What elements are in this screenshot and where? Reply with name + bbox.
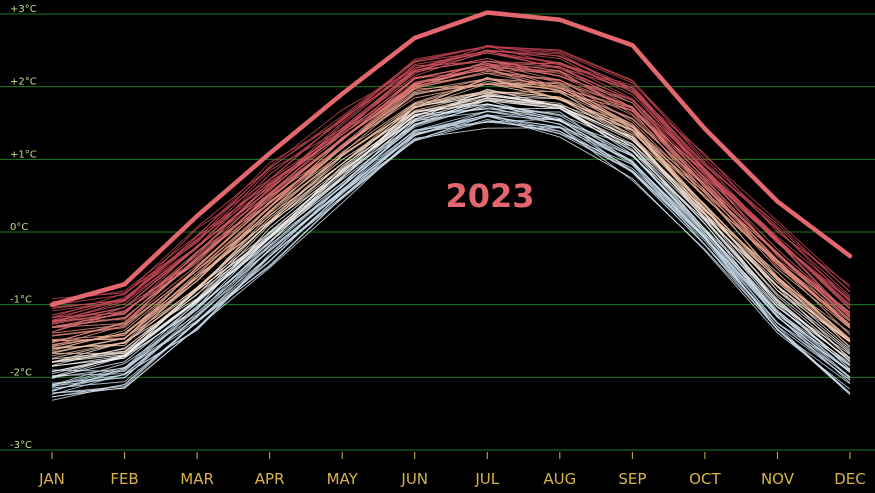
background-year-line (51, 99, 851, 378)
background-year-line (51, 77, 851, 342)
background-series-lines (51, 44, 851, 401)
y-tick-label: +1°C (10, 149, 37, 160)
background-year-line (51, 107, 851, 380)
x-tick-label: MAY (327, 470, 359, 488)
highlight-annotation: 2023 (445, 177, 534, 215)
background-year-line (51, 45, 851, 312)
x-tick-label: JUN (400, 470, 428, 488)
background-year-line (51, 67, 851, 333)
x-tick-label: JAN (38, 470, 65, 488)
background-year-line (51, 83, 851, 350)
x-tick-label: JUL (474, 470, 499, 488)
background-year-line (51, 45, 851, 308)
background-year-line (51, 72, 851, 337)
y-tick-label: -3°C (10, 440, 32, 451)
background-year-line (51, 90, 851, 359)
background-year-line (51, 45, 851, 303)
background-year-line (51, 103, 851, 377)
background-year-line (51, 60, 851, 322)
background-year-line (51, 110, 851, 387)
background-year-line (51, 92, 851, 363)
background-year-line (51, 51, 851, 321)
background-year-line (51, 78, 851, 352)
y-tick-label: +3°C (10, 4, 37, 15)
y-tick-label: -2°C (10, 367, 32, 378)
x-tick-label: SEP (618, 470, 646, 488)
x-tick-label: DEC (834, 470, 866, 488)
x-axis-ticks: JAN FEB MAR APR MAY JUN JUL AUG SEP OCT NOV DEC (38, 452, 866, 488)
y-tick-label: 0°C (10, 222, 28, 233)
background-year-line (51, 127, 851, 398)
background-year-line (51, 100, 851, 363)
background-year-line (51, 61, 851, 318)
background-year-line (52, 97, 851, 354)
x-tick-label: FEB (110, 470, 138, 488)
background-year-line (51, 46, 851, 300)
y-axis-ticks: +3°C +2°C +1°C 0°C -1°C -2°C -3°C (10, 4, 37, 451)
highlight-series (49, 10, 853, 307)
background-year-line (51, 121, 851, 392)
y-tick-label: +2°C (10, 77, 37, 88)
background-year-line (51, 107, 851, 372)
x-tick-label: MAR (180, 470, 214, 488)
x-tick-label: NOV (761, 470, 795, 488)
x-tick-label: AUG (543, 470, 576, 488)
background-year-line (51, 94, 851, 366)
highlight-series-line (49, 10, 853, 307)
background-year-line (51, 77, 851, 353)
x-tick-label: APR (255, 470, 285, 488)
x-tick-label: OCT (689, 470, 721, 488)
background-year-line (51, 61, 851, 333)
y-tick-label: -1°C (10, 295, 32, 306)
background-year-line (51, 118, 851, 395)
